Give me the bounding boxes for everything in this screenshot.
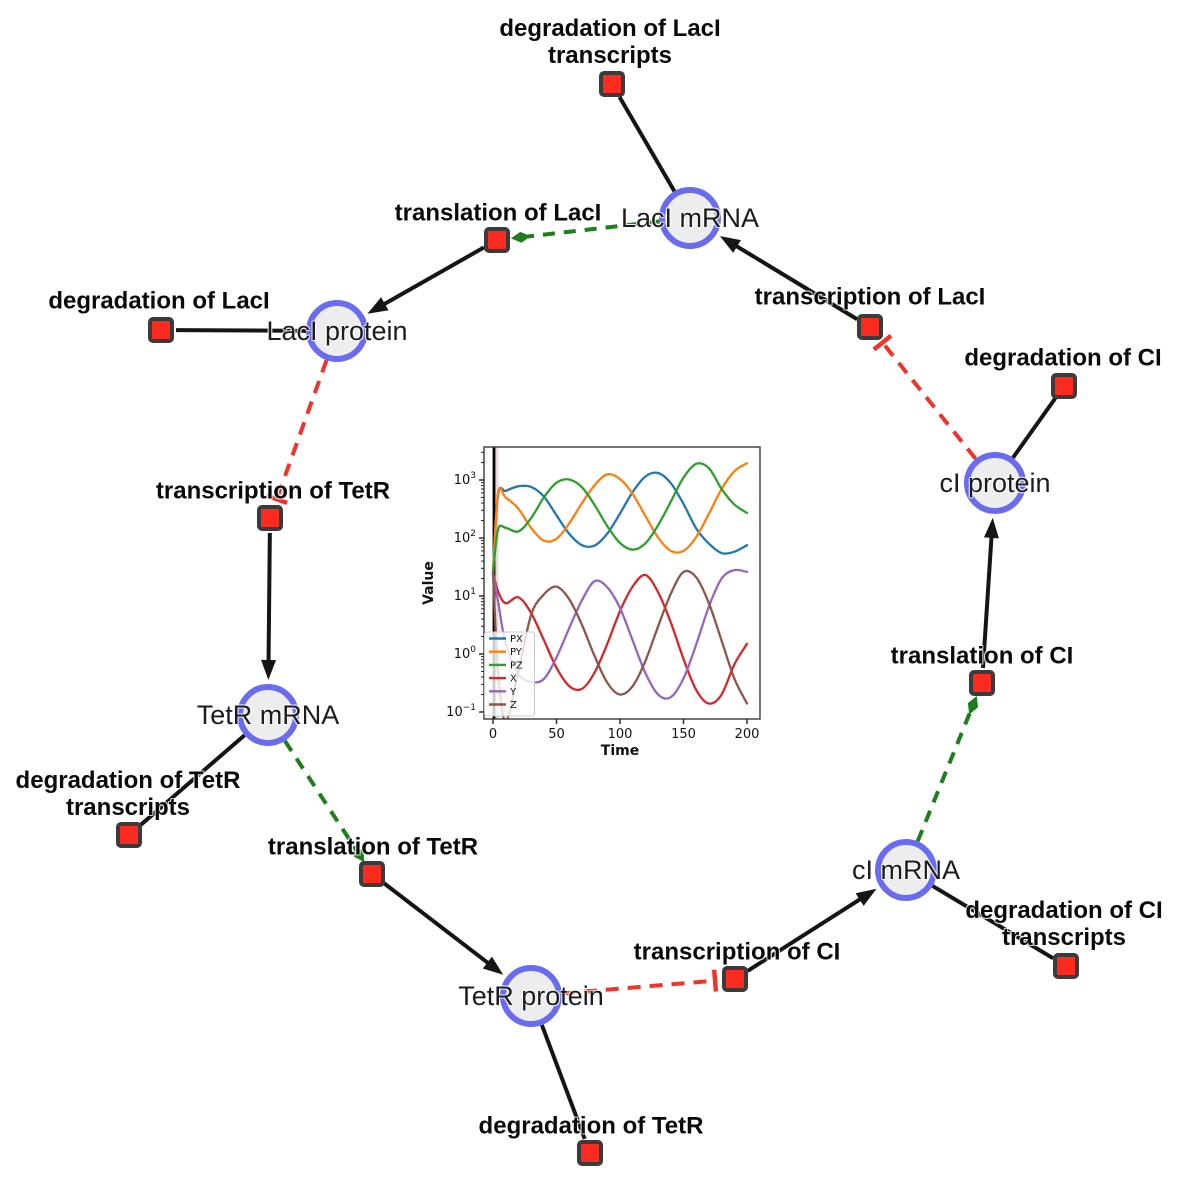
edge-ci-protein-to-degradation-of-ci: [1011, 397, 1057, 459]
reaction-node-degradation-of-tetr-transcripts[interactable]: [116, 822, 142, 848]
legend-box: [484, 631, 535, 717]
edge-tetr-mrna-to-degradation-of-tetr-transcripts: [139, 733, 246, 827]
x-tick-label: 0: [489, 727, 497, 742]
y-tick-label: 10−1: [446, 703, 476, 720]
edge-laci-mrna-to-degradation-of-laci-transcripts: [617, 95, 677, 193]
y-axis-title: Value: [421, 561, 437, 605]
edge-translation-of-ci-to-ci-protein-arrowhead: [983, 517, 999, 539]
edge-ci-protein-to-transcription-of-laci: [880, 341, 978, 461]
reaction-node-transcription-of-laci[interactable]: [857, 314, 883, 340]
reaction-node-degradation-of-tetr[interactable]: [577, 1140, 603, 1166]
edge-tetr-mrna-to-translation-of-tetr-diamond-head: [353, 845, 365, 863]
edge-transcription-of-laci-to-laci-mrna-arrowhead: [719, 236, 741, 253]
edge-ci-mrna-to-translation-of-ci-diamond-head: [967, 695, 979, 715]
series-pz: [491, 462, 749, 575]
y-tick-label: 103: [454, 471, 476, 488]
edge-laci-mrna-to-translation-of-laci-diamond-head: [510, 231, 531, 243]
species-node-ci-mrna[interactable]: [875, 839, 937, 901]
reaction-node-degradation-of-laci-transcripts[interactable]: [599, 71, 625, 97]
species-node-laci-protein[interactable]: [306, 300, 368, 362]
reaction-node-transcription-of-ci[interactable]: [722, 966, 748, 992]
legend-label-py: PY: [510, 647, 523, 658]
edge-laci-protein-to-degradation-of-laci: [175, 328, 307, 333]
y-tick-label: 101: [454, 587, 476, 604]
x-tick-label: 50: [548, 727, 565, 742]
edge-transcription-of-laci-to-laci-mrna: [733, 243, 859, 321]
reaction-label-transcription-of-laci: transcription of LacI: [754, 283, 986, 311]
y-tick-label: 100: [454, 645, 477, 662]
reaction-node-translation-of-ci[interactable]: [969, 670, 995, 696]
reaction-label-degradation-of-ci: degradation of CI: [964, 344, 1162, 372]
edge-translation-of-tetr-to-tetr-protein-arrowhead: [482, 956, 504, 975]
edge-transcription-of-ci-to-ci-mrna: [746, 896, 864, 973]
time-series-plot: 0 50 100 150 200Time10310210110010−1ValuePXP…: [421, 446, 761, 759]
species-node-tetr-mrna[interactable]: [237, 684, 299, 746]
reaction-label-transcription-of-tetr: transcription of TetR: [155, 477, 391, 505]
reaction-label-translation-of-laci: translation of LacI: [394, 199, 602, 227]
axes-spines: [483, 446, 761, 720]
reaction-node-transcription-of-tetr[interactable]: [257, 505, 283, 531]
edge-transcription-of-tetr-to-tetr-mrna: [266, 532, 272, 664]
edge-translation-of-laci-to-laci-protein-arrowhead: [367, 297, 389, 314]
x-tick-label: 200: [735, 727, 760, 742]
reaction-node-translation-of-laci[interactable]: [484, 227, 510, 253]
x-tick-label: 100: [608, 727, 633, 742]
reaction-node-degradation-of-ci-transcripts[interactable]: [1053, 953, 1079, 979]
edge-laci-protein-to-transcription-of-tetr: [274, 359, 329, 500]
edge-translation-of-ci-to-ci-protein: [980, 534, 994, 669]
edge-tetr-mrna-to-translation-of-tetr: [283, 739, 357, 850]
edge-ci-mrna-to-translation-of-ci: [915, 710, 973, 843]
inset-chart: 0 50 100 150 200 Time 103 102 101 100 10−1 Value PX P…: [410, 430, 775, 760]
edge-translation-of-laci-to-laci-protein: [381, 245, 485, 308]
reaction-label-degradation-of-laci: degradation of LacI: [48, 287, 270, 315]
reaction-label-translation-of-ci: translation of CI: [890, 642, 1074, 670]
reaction-label-degradation-of-tetr: degradation of TetR: [478, 1112, 704, 1140]
edge-transcription-of-ci-to-ci-mrna-arrowhead: [855, 888, 877, 906]
edge-laci-mrna-to-translation-of-laci: [527, 219, 660, 239]
species-label-ci-mrna: cI mRNA: [852, 855, 960, 885]
reaction-label-transcription-of-ci: transcription of CI: [633, 938, 841, 966]
legend-label-x: X: [510, 674, 517, 685]
reaction-label-translation-of-tetr: translation of TetR: [267, 833, 479, 861]
legend-label-pz: PZ: [510, 660, 523, 671]
y-tick-label: 102: [454, 529, 476, 546]
edge-tetr-protein-to-transcription-of-ci-tbar: [711, 969, 719, 992]
series-py: [491, 462, 749, 575]
legend-label-z: Z: [510, 700, 517, 711]
x-tick-label: 150: [671, 727, 696, 742]
edge-laci-protein-to-transcription-of-tetr-tbar: [265, 493, 288, 506]
species-node-ci-protein[interactable]: [964, 452, 1026, 514]
legend-label-px: PX: [510, 634, 523, 645]
reaction-label-degradation-of-tetr-transcripts: degradation of TetR transcripts: [15, 767, 241, 821]
species-label-tetr-protein: TetR protein: [458, 981, 604, 1011]
species-label-laci-mrna: LacI mRNA: [620, 203, 760, 233]
reaction-node-degradation-of-laci[interactable]: [148, 317, 174, 343]
reaction-label-degradation-of-ci-transcripts: degradation of CI transcripts: [965, 897, 1163, 951]
series-x: [491, 571, 749, 705]
species-node-laci-mrna[interactable]: [659, 187, 721, 249]
x-axis-title: Time: [601, 743, 639, 759]
edge-ci-protein-to-transcription-of-laci-tbar: [872, 333, 893, 352]
edge-translation-of-tetr-to-tetr-protein: [382, 881, 491, 966]
edge-tetr-protein-to-transcription-of-ci: [561, 978, 716, 996]
series-px: [491, 471, 749, 575]
species-label-laci-protein: LacI protein: [266, 316, 408, 346]
edge-tetr-protein-to-degradation-of-tetr: [540, 1024, 587, 1140]
reaction-label-degradation-of-laci-transcripts: degradation of LacI transcripts: [499, 15, 721, 69]
edge-ci-mrna-to-degradation-of-ci-transcripts: [931, 884, 1055, 960]
species-label-tetr-mrna: TetR mRNA: [196, 700, 340, 730]
legend-label-y: Y: [509, 687, 517, 698]
reaction-node-degradation-of-ci[interactable]: [1051, 373, 1077, 399]
legend: PX PY PZ XYZ: [484, 631, 535, 717]
edge-transcription-of-tetr-to-tetr-mrna-arrowhead: [261, 659, 277, 681]
species-node-tetr-protein[interactable]: [500, 965, 562, 1027]
reaction-node-translation-of-tetr[interactable]: [359, 861, 385, 887]
species-label-ci-protein: cI protein: [939, 468, 1051, 498]
